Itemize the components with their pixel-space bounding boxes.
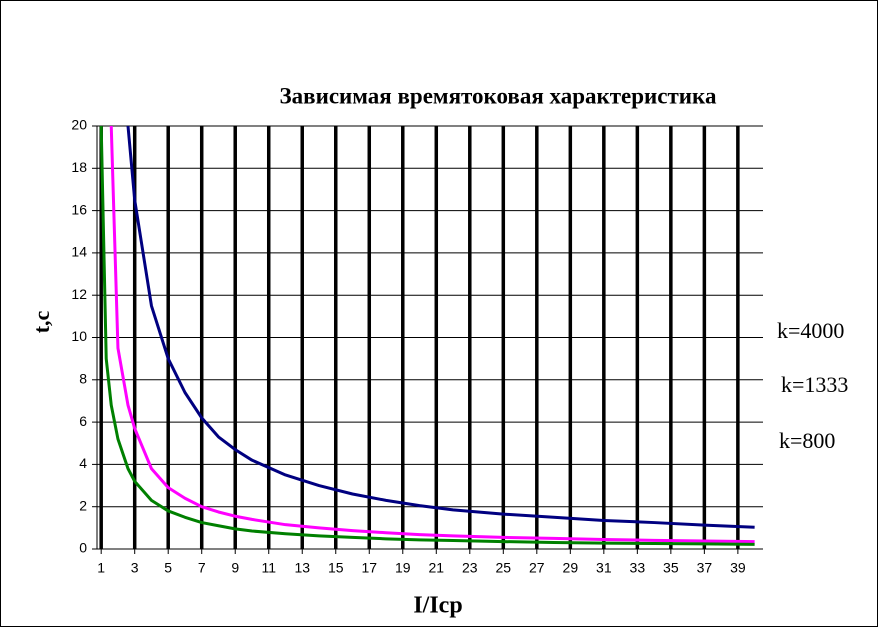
y-tick-label: 16: [71, 201, 87, 217]
x-axis-label: I/Icp: [413, 593, 462, 619]
x-tick-label: 21: [428, 560, 444, 576]
series-line: [99, 126, 755, 546]
x-tick-label: 37: [697, 560, 713, 576]
y-tick-label: 18: [71, 159, 87, 175]
y-tick-label: 6: [79, 413, 87, 429]
y-tick-label: 20: [71, 117, 87, 133]
x-tick-label: 35: [663, 560, 679, 576]
series-group: [99, 126, 755, 546]
x-tick-label: 17: [361, 560, 377, 576]
chart-title: Зависимая времятоковая характеристика: [280, 83, 717, 108]
x-tick-label: 5: [164, 560, 172, 576]
x-tick-label: 3: [131, 560, 139, 576]
series-line: [126, 126, 755, 529]
x-tick-label: 7: [198, 560, 206, 576]
y-tick-label: 4: [79, 455, 87, 471]
y-tick-label: 0: [79, 540, 87, 556]
x-tick-label: 13: [294, 560, 310, 576]
x-tick-label: 19: [395, 560, 411, 576]
y-tick-label: 2: [79, 497, 87, 513]
x-tick-label: 23: [462, 560, 478, 576]
y-tick-label: 12: [71, 286, 87, 302]
y-tick-label: 14: [71, 244, 87, 260]
x-tick-label: 27: [529, 560, 545, 576]
x-tick-label: 15: [328, 560, 344, 576]
annotation: k=800: [779, 428, 835, 453]
x-tick-label: 33: [630, 560, 646, 576]
x-tick-label: 11: [261, 560, 276, 576]
x-tick-label: 1: [97, 560, 105, 576]
y-tick-label: 8: [79, 371, 87, 387]
x-tick-label: 29: [563, 560, 579, 576]
series-line: [109, 126, 755, 544]
annotation: k=4000: [777, 318, 844, 343]
x-tick-label: 39: [730, 560, 746, 576]
y-axis-label: t,c: [29, 310, 54, 333]
x-tick-label: 25: [496, 560, 512, 576]
y-tick-label: 10: [71, 328, 87, 344]
x-tick-label: 9: [231, 560, 239, 576]
annotation: k=1333: [781, 372, 848, 397]
x-tick-label: 31: [596, 560, 612, 576]
